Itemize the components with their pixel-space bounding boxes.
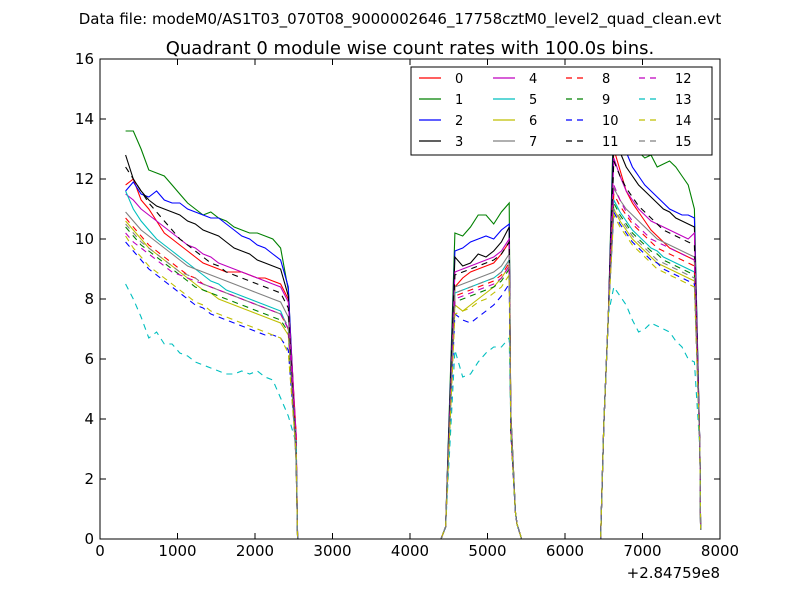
series-layer: [125, 108, 702, 540]
series-line-3: [125, 136, 702, 540]
chart-title: Quadrant 0 module wise count rates with …: [166, 38, 655, 59]
y-tick-label: 8: [84, 290, 94, 308]
legend-label-8: 8: [602, 72, 610, 87]
legend-label-14: 14: [675, 114, 692, 129]
legend-label-10: 10: [602, 114, 619, 129]
x-tick-label: 3000: [313, 542, 351, 560]
series-line-9: [125, 200, 702, 540]
x-tick-label: 2000: [236, 542, 274, 560]
x-tick-label: 7000: [623, 542, 661, 560]
legend-label-9: 9: [602, 93, 610, 108]
legend-label-7: 7: [529, 135, 537, 150]
legend-label-6: 6: [529, 114, 537, 129]
legend-label-13: 13: [675, 93, 692, 108]
x-tick-label: 8000: [701, 542, 739, 560]
legend-label-2: 2: [455, 114, 463, 129]
legend-label-0: 0: [455, 72, 463, 87]
legend-frame: [410, 66, 713, 156]
x-tick-label: 5000: [468, 542, 506, 560]
legend-label-11: 11: [602, 135, 619, 150]
y-tick-label: 12: [75, 170, 94, 188]
legend-label-4: 4: [529, 72, 537, 87]
series-line-10: [125, 209, 702, 540]
series-line-1: [125, 108, 702, 540]
chart-suptitle: Data file: modeM0/AS1T03_070T08_90000026…: [79, 10, 722, 29]
series-line-14: [125, 212, 702, 540]
y-tick-label: 10: [75, 230, 94, 248]
series-line-4: [125, 157, 702, 540]
y-tick-label: 6: [84, 350, 94, 368]
series-line-13: [125, 283, 702, 540]
series-line-12: [125, 184, 702, 540]
y-tick-label: 4: [84, 410, 94, 428]
series-line-11: [125, 160, 702, 540]
x-tick-label: 1000: [158, 542, 196, 560]
series-line-15: [125, 207, 702, 540]
y-tick-label: 0: [84, 530, 94, 548]
series-line-7: [125, 185, 702, 540]
x-offset-label: +2.84759e8: [627, 564, 720, 582]
series-line-5: [125, 190, 702, 540]
x-tick-label: 0: [95, 542, 105, 560]
series-line-0: [125, 148, 702, 540]
series-line-2: [125, 126, 702, 540]
x-tick-label: 6000: [546, 542, 584, 560]
legend-label-1: 1: [455, 93, 463, 108]
legend-label-12: 12: [675, 72, 692, 87]
y-tick-label: 14: [75, 110, 94, 128]
y-tick-label: 2: [84, 470, 94, 488]
series-line-8: [125, 191, 702, 540]
x-tick-label: 4000: [391, 542, 429, 560]
legend-label-3: 3: [455, 135, 463, 150]
legend-label-5: 5: [529, 93, 537, 108]
legend-label-15: 15: [675, 135, 692, 150]
y-tick-label: 16: [75, 50, 94, 68]
series-line-6: [125, 206, 702, 540]
x-axis: 0 1000 2000 3000 4000 5000 6000 7000 8000: [95, 59, 739, 560]
